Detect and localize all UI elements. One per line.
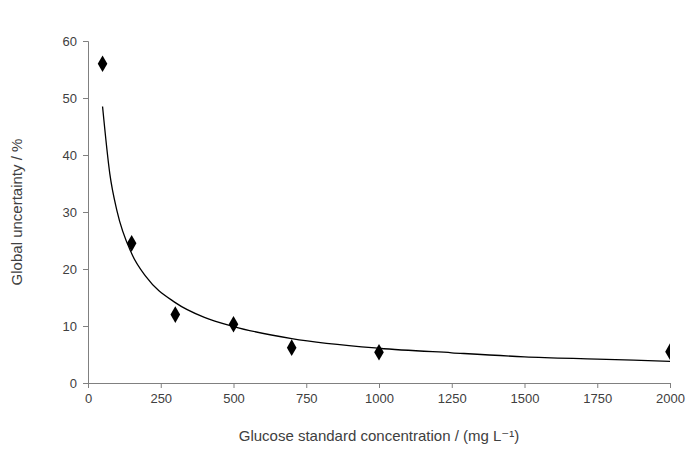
- x-tick-mark: [379, 383, 380, 388]
- y-tick-label: 30: [63, 205, 77, 220]
- data-point: [287, 339, 297, 356]
- data-point: [665, 343, 670, 360]
- x-tick: 2000: [656, 383, 685, 406]
- x-axis-line: [89, 384, 671, 389]
- x-tick: 1000: [365, 383, 394, 406]
- x-tick-label: 250: [150, 391, 172, 406]
- y-tick-mark: [83, 326, 88, 327]
- data-layer: [98, 55, 670, 361]
- x-tick-label: 1750: [583, 391, 612, 406]
- y-tick: 40: [63, 148, 88, 163]
- x-tick: 500: [223, 383, 245, 406]
- x-tick-mark: [597, 383, 598, 388]
- x-tick-mark: [525, 383, 526, 388]
- y-tick-mark: [83, 383, 88, 384]
- y-axis: 0 10 20 30 40 50 60: [63, 34, 89, 391]
- y-tick-mark: [83, 98, 88, 99]
- x-tick-label: 1250: [438, 391, 467, 406]
- y-tick-mark: [83, 155, 88, 156]
- x-tick: 750: [296, 383, 318, 406]
- fit-line: [103, 107, 670, 362]
- x-tick: 1250: [438, 383, 467, 406]
- data-point: [229, 316, 239, 333]
- y-tick: 20: [63, 262, 88, 277]
- y-tick-mark: [83, 269, 88, 270]
- data-point: [127, 235, 137, 252]
- data-point: [374, 344, 384, 361]
- data-point: [170, 306, 180, 323]
- x-tick-mark: [234, 383, 235, 388]
- y-tick: 60: [63, 34, 88, 49]
- x-tick: 0: [85, 383, 92, 406]
- chart: 0 250 500 750 1000 1250 1500 1750 2000 0 10 20 30 40 5…: [0, 0, 690, 461]
- y-tick: 30: [63, 205, 88, 220]
- y-tick-mark: [83, 212, 88, 213]
- x-tick-label: 500: [223, 391, 245, 406]
- y-tick-label: 60: [63, 34, 77, 49]
- data-point: [98, 55, 108, 72]
- x-tick-label: 1000: [365, 391, 394, 406]
- y-tick: 10: [63, 319, 88, 334]
- x-tick-mark: [452, 383, 453, 388]
- y-tick: 50: [63, 91, 88, 106]
- y-tick-label: 40: [63, 148, 77, 163]
- plot-area: 0 250 500 750 1000 1250 1500 1750 2000 0 10 20 30 40 5…: [63, 34, 685, 407]
- x-tick-label: 2000: [656, 391, 685, 406]
- x-tick-mark: [306, 383, 307, 388]
- y-tick-label: 20: [63, 262, 77, 277]
- x-axis: 0 250 500 750 1000 1250 1500 1750 2000: [85, 383, 685, 406]
- x-tick: 1500: [511, 383, 540, 406]
- y-tick-label: 10: [63, 319, 77, 334]
- x-tick-label: 0: [85, 391, 92, 406]
- y-tick-mark: [83, 41, 88, 42]
- x-tick: 250: [150, 383, 172, 406]
- y-axis-title: Global uncertainty / %: [8, 139, 25, 286]
- y-tick: 0: [70, 376, 88, 391]
- x-tick-label: 1500: [511, 391, 540, 406]
- x-tick: 1750: [583, 383, 612, 406]
- x-tick-mark: [670, 383, 671, 388]
- y-tick-label: 0: [70, 376, 77, 391]
- y-axis-line: [83, 42, 89, 384]
- x-tick-label: 750: [296, 391, 318, 406]
- y-tick-label: 50: [63, 91, 77, 106]
- x-axis-title: Glucose standard concentration / (mg L⁻¹…: [239, 427, 520, 444]
- x-tick-mark: [161, 383, 162, 388]
